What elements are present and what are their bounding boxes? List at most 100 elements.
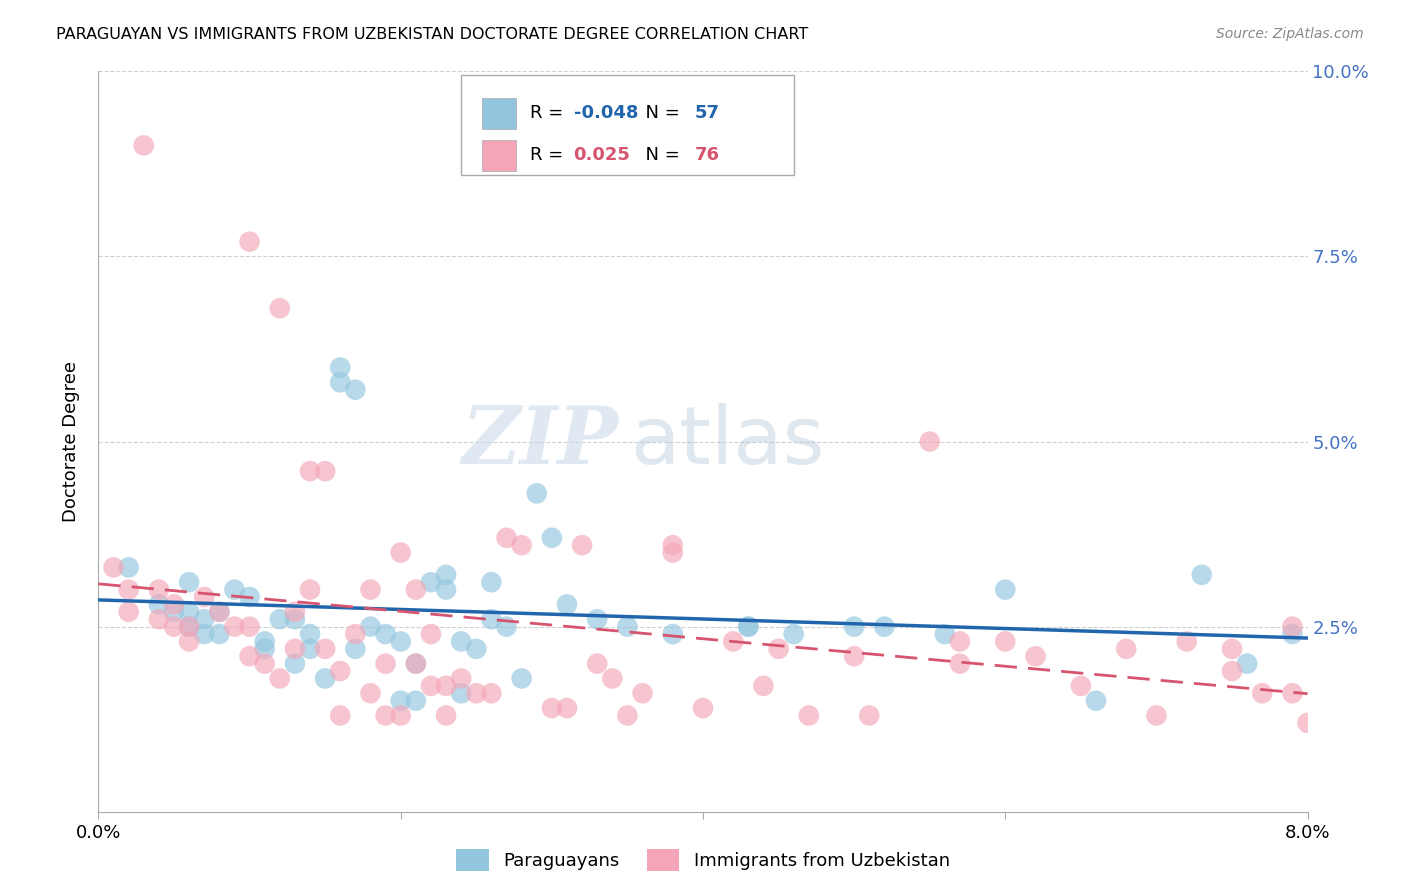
Point: [284, 605, 307, 619]
Point: [1115, 641, 1137, 656]
Point: [179, 634, 201, 648]
Point: [193, 612, 215, 626]
Point: [918, 434, 941, 449]
Point: [208, 605, 231, 619]
Point: [873, 619, 896, 633]
Text: 76: 76: [695, 146, 720, 164]
Point: [1281, 686, 1303, 700]
Point: [434, 567, 457, 582]
Point: [844, 649, 866, 664]
Point: [284, 657, 307, 671]
Point: [344, 383, 367, 397]
Point: [737, 619, 759, 633]
Point: [329, 360, 352, 375]
Point: [314, 641, 336, 656]
Point: [540, 531, 562, 545]
Point: [299, 627, 322, 641]
Point: [994, 634, 1017, 648]
Point: [224, 619, 246, 633]
Text: R =: R =: [530, 104, 569, 122]
Point: [1281, 619, 1303, 633]
Point: [586, 657, 609, 671]
Point: [692, 701, 714, 715]
Point: [631, 686, 654, 700]
Point: [768, 641, 790, 656]
Point: [253, 641, 276, 656]
Point: [420, 627, 443, 641]
Point: [1220, 641, 1243, 656]
Point: [360, 582, 382, 597]
Point: [239, 619, 262, 633]
Point: [1146, 708, 1168, 723]
Point: [179, 619, 201, 633]
Point: [118, 605, 141, 619]
Point: [405, 582, 427, 597]
Point: [284, 641, 307, 656]
Point: [661, 627, 683, 641]
Text: -0.048: -0.048: [574, 104, 638, 122]
Point: [540, 701, 562, 715]
Point: [1296, 715, 1319, 730]
Text: Source: ZipAtlas.com: Source: ZipAtlas.com: [1216, 27, 1364, 41]
Point: [239, 649, 262, 664]
Point: [858, 708, 880, 723]
Point: [269, 672, 291, 686]
Text: atlas: atlas: [630, 402, 825, 481]
Text: ZIP: ZIP: [461, 403, 619, 480]
Point: [208, 605, 231, 619]
Point: [253, 634, 276, 648]
Point: [450, 634, 472, 648]
Point: [344, 627, 367, 641]
Text: N =: N =: [634, 104, 686, 122]
Point: [253, 657, 276, 671]
Point: [163, 598, 186, 612]
Point: [1191, 567, 1213, 582]
Point: [344, 641, 367, 656]
Point: [193, 627, 215, 641]
Point: [179, 619, 201, 633]
Point: [465, 686, 488, 700]
Point: [163, 605, 186, 619]
Point: [329, 664, 352, 678]
Point: [269, 612, 291, 626]
Point: [374, 657, 396, 671]
Y-axis label: Doctorate Degree: Doctorate Degree: [62, 361, 80, 522]
Text: R =: R =: [530, 146, 575, 164]
Point: [132, 138, 155, 153]
Point: [661, 538, 683, 552]
Point: [420, 575, 443, 590]
Point: [163, 619, 186, 633]
Point: [797, 708, 820, 723]
Point: [103, 560, 125, 574]
Point: [661, 545, 683, 560]
Point: [148, 598, 170, 612]
Point: [737, 619, 759, 633]
Point: [450, 672, 472, 686]
Point: [783, 627, 806, 641]
Point: [526, 486, 548, 500]
Point: [934, 627, 956, 641]
Point: [405, 694, 427, 708]
Point: [208, 627, 231, 641]
Point: [949, 634, 972, 648]
Point: [284, 612, 307, 626]
Point: [1251, 686, 1274, 700]
Point: [118, 560, 141, 574]
Point: [434, 582, 457, 597]
Point: [1070, 679, 1092, 693]
Point: [389, 708, 412, 723]
Point: [420, 679, 443, 693]
Point: [374, 627, 396, 641]
Point: [179, 605, 201, 619]
Point: [434, 708, 457, 723]
Point: [586, 612, 609, 626]
Point: [450, 686, 472, 700]
Text: PARAGUAYAN VS IMMIGRANTS FROM UZBEKISTAN DOCTORATE DEGREE CORRELATION CHART: PARAGUAYAN VS IMMIGRANTS FROM UZBEKISTAN…: [56, 27, 808, 42]
Point: [179, 575, 201, 590]
Point: [389, 634, 412, 648]
Text: 57: 57: [695, 104, 720, 122]
Legend: Paraguayans, Immigrants from Uzbekistan: Paraguayans, Immigrants from Uzbekistan: [449, 842, 957, 879]
Point: [389, 545, 412, 560]
Point: [571, 538, 593, 552]
Point: [314, 672, 336, 686]
